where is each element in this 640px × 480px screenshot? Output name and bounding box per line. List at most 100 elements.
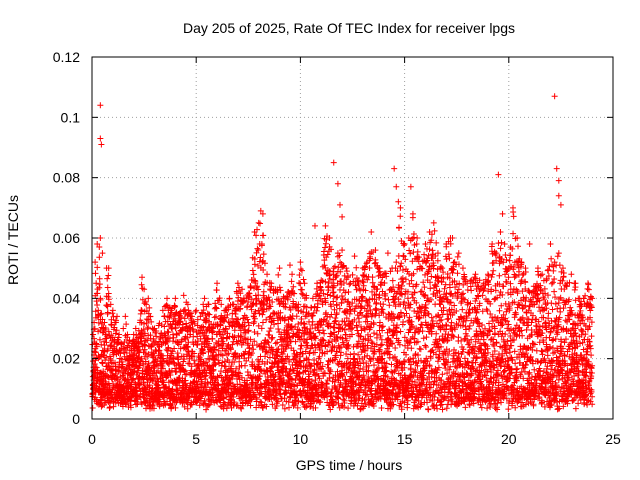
data-point [284,353,291,360]
data-point [265,339,272,346]
data-point [123,350,130,357]
data-point [283,293,290,300]
data-point [181,403,188,410]
data-point [130,375,137,382]
data-point [231,399,238,406]
data-point [379,323,386,330]
data-point [141,341,148,348]
data-point [142,358,149,365]
data-point [251,255,258,262]
data-point [309,312,316,319]
data-point [321,330,328,337]
data-point [303,292,310,299]
data-point [149,385,156,392]
data-point [422,342,429,349]
data-point [256,373,263,380]
data-point [255,322,262,329]
data-point [278,395,285,402]
data-point [263,348,270,355]
data-point [397,213,404,220]
data-point [267,325,274,332]
data-point [241,351,248,358]
data-point [255,292,262,299]
data-point [96,284,103,291]
data-point [224,311,231,318]
data-point [281,360,288,367]
data-point [296,279,303,286]
data-point [454,253,461,260]
data-point [113,327,120,334]
data-point [397,328,404,335]
data-point [400,253,407,260]
data-point [202,384,209,391]
data-point [468,287,475,294]
data-point [231,334,238,341]
data-point [443,405,450,412]
data-point [213,287,220,294]
data-point [277,287,284,294]
data-point [257,220,264,227]
data-point [159,352,166,359]
data-point [298,315,305,322]
data-point [300,320,307,327]
data-point [483,372,490,379]
data-point [141,346,148,353]
data-point [164,328,171,335]
data-point [438,316,445,323]
data-point [454,270,461,277]
data-point [154,367,161,374]
data-point [104,275,111,282]
data-point [421,251,428,258]
data-point [292,355,299,362]
data-point [308,378,315,385]
data-point [227,346,234,353]
data-point [255,298,262,305]
data-point [259,259,266,266]
chart-title: Day 205 of 2025, Rate Of TEC Index for r… [183,20,515,36]
data-point [247,336,254,343]
data-point [250,346,257,353]
data-point [299,375,306,382]
data-point [428,314,435,321]
data-point [340,396,347,403]
data-point [124,390,131,397]
data-point [103,302,110,309]
data-point [145,324,152,331]
data-point [267,303,274,310]
data-point [217,322,224,329]
data-point [386,302,393,309]
data-point [99,359,106,366]
data-point [287,306,294,313]
data-point [255,307,262,314]
data-point [264,359,271,366]
data-point [241,362,248,369]
data-point [219,352,226,359]
data-point [104,309,111,316]
data-point [221,358,228,365]
data-point [300,276,307,283]
data-point [357,309,364,316]
data-point [310,398,317,405]
data-point [191,350,198,357]
data-point [247,371,254,378]
data-point [181,356,188,363]
data-point [251,328,258,335]
data-point [300,291,307,298]
data-point [414,248,421,255]
data-point [279,341,286,348]
data-point [183,370,190,377]
data-point [283,389,290,396]
data-point [274,398,281,405]
data-point [94,367,101,374]
data-point [99,360,106,367]
data-point [168,403,175,410]
data-point [288,292,295,299]
data-point [250,320,257,327]
data-point [260,251,267,258]
data-point [257,398,264,405]
data-point [138,281,145,288]
data-point [123,321,130,328]
data-point [136,362,143,369]
data-point [282,304,289,311]
data-point [270,389,277,396]
